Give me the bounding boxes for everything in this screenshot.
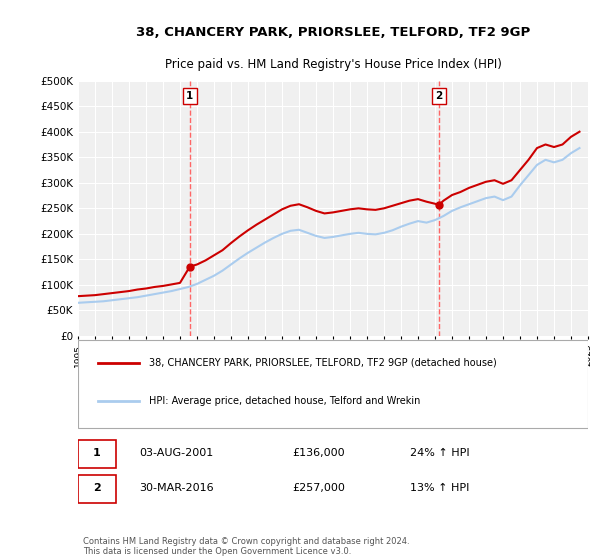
- Text: £136,000: £136,000: [292, 448, 345, 458]
- Text: 2: 2: [93, 483, 101, 493]
- Text: £257,000: £257,000: [292, 483, 345, 493]
- Text: 24% ↑ HPI: 24% ↑ HPI: [409, 448, 469, 458]
- Text: 30-MAR-2016: 30-MAR-2016: [139, 483, 214, 493]
- Text: 2: 2: [436, 91, 443, 101]
- Text: 1: 1: [93, 448, 101, 458]
- Text: Price paid vs. HM Land Registry's House Price Index (HPI): Price paid vs. HM Land Registry's House …: [164, 58, 502, 71]
- Text: 38, CHANCERY PARK, PRIORSLEE, TELFORD, TF2 9GP: 38, CHANCERY PARK, PRIORSLEE, TELFORD, T…: [136, 26, 530, 39]
- Text: Contains HM Land Registry data © Crown copyright and database right 2024.
This d: Contains HM Land Registry data © Crown c…: [83, 537, 410, 557]
- Text: 38, CHANCERY PARK, PRIORSLEE, TELFORD, TF2 9GP (detached house): 38, CHANCERY PARK, PRIORSLEE, TELFORD, T…: [149, 358, 497, 368]
- Text: 03-AUG-2001: 03-AUG-2001: [139, 448, 214, 458]
- Text: 13% ↑ HPI: 13% ↑ HPI: [409, 483, 469, 493]
- Text: 1: 1: [186, 91, 193, 101]
- Text: HPI: Average price, detached house, Telford and Wrekin: HPI: Average price, detached house, Telf…: [149, 396, 421, 406]
- FancyBboxPatch shape: [78, 440, 116, 468]
- FancyBboxPatch shape: [78, 340, 588, 428]
- FancyBboxPatch shape: [78, 475, 116, 503]
